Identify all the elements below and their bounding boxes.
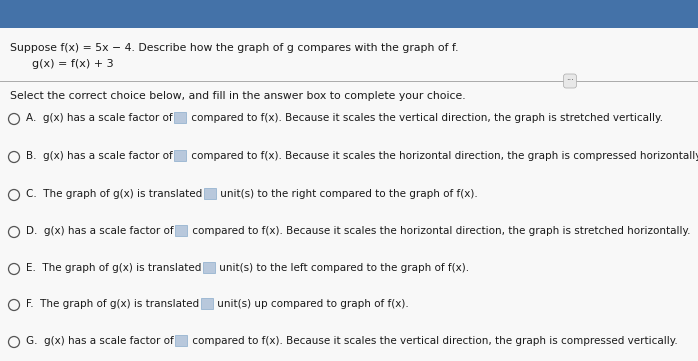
Text: G.  g(x) has a scale factor of: G. g(x) has a scale factor of bbox=[26, 336, 174, 346]
Text: C.  The graph of g(x) is translated: C. The graph of g(x) is translated bbox=[26, 189, 202, 199]
Bar bbox=[0, 0, 698, 28]
Bar bbox=[174, 112, 186, 123]
Text: ···: ··· bbox=[566, 77, 574, 86]
Text: E.  The graph of g(x) is translated: E. The graph of g(x) is translated bbox=[26, 263, 202, 273]
Bar bbox=[204, 188, 216, 199]
Text: B.  g(x) has a scale factor of: B. g(x) has a scale factor of bbox=[26, 151, 172, 161]
Text: compared to f(x). Because it scales the vertical direction, the graph is compres: compared to f(x). Because it scales the … bbox=[188, 336, 678, 346]
Bar bbox=[200, 298, 213, 309]
Text: unit(s) up compared to graph of f(x).: unit(s) up compared to graph of f(x). bbox=[214, 299, 409, 309]
Text: compared to f(x). Because it scales the horizontal direction, the graph is stret: compared to f(x). Because it scales the … bbox=[188, 226, 690, 236]
Text: Select the correct choice below, and fill in the answer box to complete your cho: Select the correct choice below, and fil… bbox=[10, 91, 466, 101]
Text: compared to f(x). Because it scales the vertical direction, the graph is stretch: compared to f(x). Because it scales the … bbox=[188, 113, 662, 123]
Text: F.  The graph of g(x) is translated: F. The graph of g(x) is translated bbox=[26, 299, 199, 309]
Text: Suppose f(x) = 5x − 4. Describe how the graph of g compares with the graph of f.: Suppose f(x) = 5x − 4. Describe how the … bbox=[10, 43, 459, 53]
Bar bbox=[175, 225, 187, 236]
Text: g(x) = f(x) + 3: g(x) = f(x) + 3 bbox=[32, 59, 114, 69]
Bar bbox=[174, 150, 186, 161]
Text: compared to f(x). Because it scales the horizontal direction, the graph is compr: compared to f(x). Because it scales the … bbox=[188, 151, 698, 161]
Text: unit(s) to the left compared to the graph of f(x).: unit(s) to the left compared to the grap… bbox=[216, 263, 470, 273]
Bar bbox=[203, 262, 215, 273]
Bar bbox=[175, 335, 187, 346]
Text: A.  g(x) has a scale factor of: A. g(x) has a scale factor of bbox=[26, 113, 172, 123]
Text: unit(s) to the right compared to the graph of f(x).: unit(s) to the right compared to the gra… bbox=[217, 189, 478, 199]
Text: D.  g(x) has a scale factor of: D. g(x) has a scale factor of bbox=[26, 226, 174, 236]
